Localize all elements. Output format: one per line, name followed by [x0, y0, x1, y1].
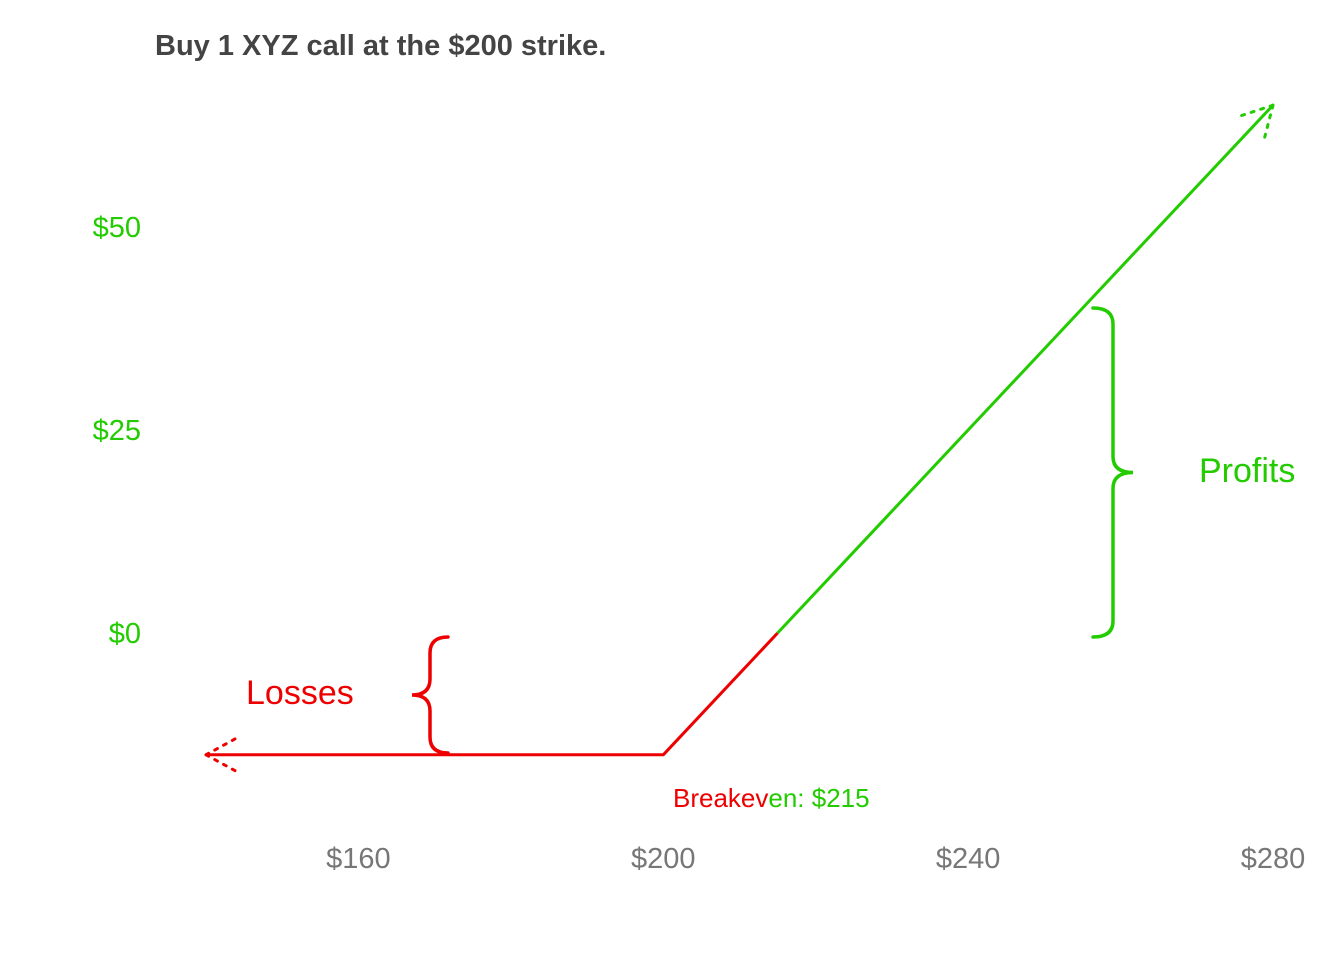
profits-brace — [1091, 306, 1134, 639]
breakeven-label: Breakeven: $215 — [673, 783, 870, 813]
profit-line — [776, 104, 1275, 635]
x-tick-label: $200 — [631, 843, 696, 875]
braces — [411, 306, 1134, 755]
profits-label: Profits — [1199, 452, 1295, 490]
y-tick-label: $50 — [93, 212, 141, 244]
x-tick-label: $160 — [326, 843, 391, 875]
y-tick-label: $25 — [93, 415, 141, 447]
losses-brace — [411, 635, 450, 755]
y-tick-label: $0 — [109, 618, 141, 650]
breakeven-label-prefix: Breakev — [673, 783, 768, 813]
breakeven-label-suffix: en: $215 — [768, 783, 869, 813]
losses-label: Losses — [246, 674, 354, 712]
payoff-lines — [206, 104, 1275, 757]
x-axis-ticks: $160 $200 $240 $280 — [326, 843, 1305, 875]
x-tick-label: $280 — [1241, 843, 1306, 875]
loss-line — [206, 631, 779, 757]
y-axis-ticks: $0 $25 $50 — [93, 212, 141, 650]
loss-arrow-head — [204, 736, 238, 757]
chart-title: Buy 1 XYZ call at the $200 strike. — [155, 30, 606, 62]
loss-arrow-head — [204, 753, 238, 773]
x-tick-label: $240 — [936, 843, 1001, 875]
